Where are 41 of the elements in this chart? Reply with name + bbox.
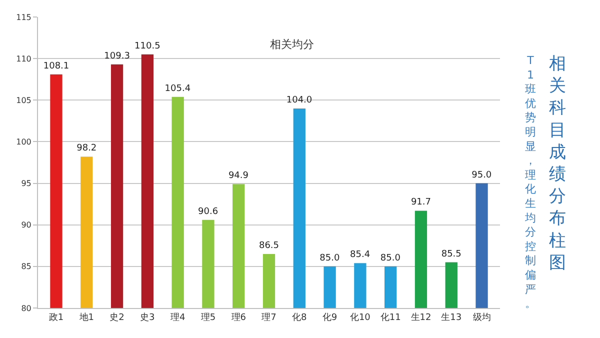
y-tick-label: 115 bbox=[16, 12, 32, 22]
x-tick-label: 化8 bbox=[292, 312, 308, 323]
x-tick-label: 级均 bbox=[472, 312, 491, 323]
x-tick-label: 化11 bbox=[380, 312, 401, 323]
data-label: 98.2 bbox=[76, 144, 97, 154]
x-tick-label: 政1 bbox=[48, 312, 64, 323]
text: T1班优势明显，理化生均分控制偏严。 bbox=[525, 54, 536, 310]
data-label: 104.0 bbox=[286, 95, 312, 106]
x-tick-label: 地1 bbox=[78, 312, 94, 323]
data-label: 94.9 bbox=[228, 171, 249, 182]
y-tick-label: 80 bbox=[21, 304, 32, 313]
data-label: 85.5 bbox=[441, 249, 462, 260]
data-label: 85.4 bbox=[350, 250, 370, 260]
y-tick-label: 85 bbox=[21, 262, 32, 272]
x-tick-label: 生13 bbox=[441, 312, 462, 323]
data-label: 108.1 bbox=[43, 61, 70, 72]
x-tick-label: 理5 bbox=[200, 312, 216, 323]
y-tick-label: 90 bbox=[21, 220, 32, 230]
x-tick-label: 化9 bbox=[322, 312, 338, 323]
x-tick-label: 史3 bbox=[140, 312, 155, 323]
data-label: 105.4 bbox=[164, 84, 191, 94]
data-label: 86.5 bbox=[258, 240, 280, 251]
x-tick-label: 史2 bbox=[110, 312, 124, 323]
data-label: 85.0 bbox=[380, 253, 401, 264]
x-tick-label: 生12 bbox=[410, 312, 432, 323]
x-tick-label: 理4 bbox=[170, 312, 186, 323]
y-tick-label: 95 bbox=[21, 179, 32, 188]
data-label: 85.0 bbox=[320, 253, 340, 264]
y-tick-label: 100 bbox=[16, 138, 32, 147]
data-label: 109.3 bbox=[104, 51, 130, 62]
x-tick-label: 理7 bbox=[262, 312, 276, 323]
data-label: 95.0 bbox=[472, 170, 492, 180]
x-tick-label: 理6 bbox=[231, 312, 246, 323]
text: 相关科目成绩分布柱图 bbox=[549, 54, 566, 273]
data-label: 110.5 bbox=[134, 41, 160, 52]
x-tick-label: 化10 bbox=[350, 312, 371, 323]
text: 相关均分 bbox=[270, 38, 314, 51]
data-label: 90.6 bbox=[198, 206, 218, 217]
y-tick-label: 110 bbox=[16, 54, 32, 64]
y-tick-label: 105 bbox=[16, 96, 32, 105]
data-label: 91.7 bbox=[410, 198, 431, 208]
